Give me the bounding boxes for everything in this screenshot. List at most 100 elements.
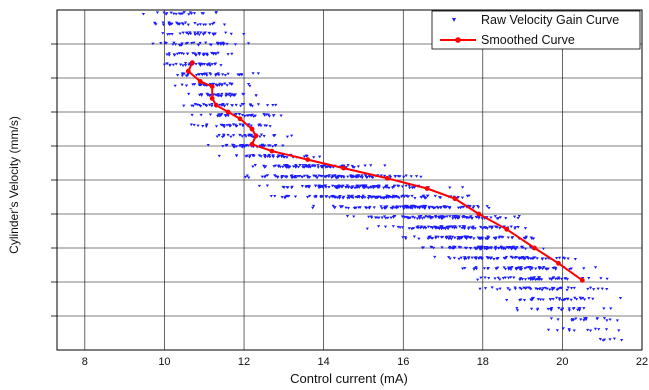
- raw-point: [514, 267, 519, 271]
- raw-point: [494, 267, 498, 271]
- raw-point: [382, 186, 386, 190]
- raw-point: [202, 103, 206, 106]
- raw-point: [265, 104, 270, 107]
- raw-point: [194, 53, 198, 57]
- raw-point: [350, 185, 354, 189]
- raw-point: [200, 73, 204, 76]
- raw-point: [387, 186, 391, 190]
- raw-point: [534, 287, 538, 290]
- raw-point: [493, 248, 498, 251]
- raw-point: [521, 246, 525, 250]
- raw-point: [233, 43, 238, 46]
- raw-point: [318, 155, 322, 159]
- raw-point: [194, 73, 199, 77]
- raw-point: [201, 63, 205, 66]
- raw-point: [391, 194, 395, 198]
- raw-point: [460, 235, 465, 239]
- raw-point: [444, 237, 448, 240]
- raw-point: [220, 83, 224, 86]
- raw-point: [493, 277, 497, 281]
- raw-point: [453, 225, 457, 228]
- raw-point: [167, 52, 171, 55]
- raw-point: [296, 165, 301, 169]
- raw-point: [422, 226, 426, 230]
- raw-point: [495, 226, 499, 229]
- raw-point: [486, 235, 490, 239]
- raw-point: [267, 115, 271, 118]
- raw-point: [426, 237, 430, 241]
- raw-point: [431, 206, 436, 210]
- raw-point: [332, 206, 337, 210]
- raw-point: [483, 246, 487, 249]
- raw-point: [506, 236, 510, 240]
- raw-point: [499, 246, 503, 249]
- raw-point: [174, 62, 178, 66]
- raw-point: [268, 125, 272, 128]
- raw-point: [540, 258, 544, 261]
- raw-point: [141, 12, 146, 16]
- plot-frame: [56, 9, 643, 351]
- raw-point: [356, 165, 361, 168]
- raw-point: [201, 83, 206, 87]
- raw-point: [176, 74, 180, 77]
- raw-point: [216, 93, 221, 96]
- raw-point: [213, 32, 217, 36]
- raw-point: [379, 196, 383, 200]
- raw-point: [402, 175, 406, 179]
- raw-point: [379, 174, 384, 178]
- raw-point: [567, 309, 571, 312]
- raw-point: [365, 175, 370, 179]
- raw-point: [369, 215, 373, 219]
- raw-point: [376, 196, 380, 199]
- raw-point: [388, 176, 393, 179]
- raw-point: [430, 237, 435, 240]
- raw-point: [352, 215, 356, 219]
- raw-point: [429, 216, 433, 220]
- raw-point: [566, 286, 570, 290]
- raw-point: [243, 175, 248, 179]
- smoothed-curve: [185, 60, 585, 283]
- raw-point: [223, 114, 227, 117]
- raw-point: [463, 266, 467, 270]
- raw-point: [517, 257, 522, 261]
- raw-point: [551, 276, 555, 280]
- raw-point: [429, 245, 433, 249]
- raw-point: [448, 235, 452, 239]
- raw-point: [523, 267, 527, 270]
- raw-point: [169, 11, 173, 15]
- raw-point: [541, 287, 545, 290]
- raw-point: [262, 144, 266, 148]
- raw-point: [197, 104, 201, 107]
- raw-point: [265, 113, 269, 116]
- raw-point: [300, 175, 304, 179]
- raw-point: [470, 256, 474, 260]
- raw-point: [598, 338, 602, 341]
- raw-point: [542, 265, 546, 269]
- raw-point: [178, 43, 182, 47]
- raw-point: [226, 72, 230, 76]
- raw-point: [242, 32, 246, 36]
- raw-point: [566, 298, 570, 301]
- raw-point: [595, 317, 600, 320]
- raw-point: [234, 154, 239, 158]
- x-tick-label: 22: [636, 356, 648, 368]
- raw-point: [481, 227, 485, 230]
- smoothed-point: [197, 79, 203, 84]
- raw-point: [210, 104, 214, 108]
- raw-point: [346, 196, 350, 200]
- raw-point: [588, 286, 593, 290]
- raw-point: [384, 207, 388, 210]
- raw-point: [496, 276, 500, 280]
- raw-point: [372, 206, 376, 210]
- raw-point: [205, 53, 210, 57]
- raw-point: [459, 246, 463, 249]
- raw-point: [308, 166, 313, 169]
- legend-raw-marker-icon: [452, 18, 456, 22]
- raw-point: [449, 237, 453, 241]
- raw-point: [380, 207, 384, 210]
- raw-point: [215, 41, 220, 45]
- raw-point: [199, 31, 203, 35]
- raw-point: [151, 42, 155, 46]
- raw-point: [549, 317, 554, 321]
- raw-point: [220, 103, 224, 107]
